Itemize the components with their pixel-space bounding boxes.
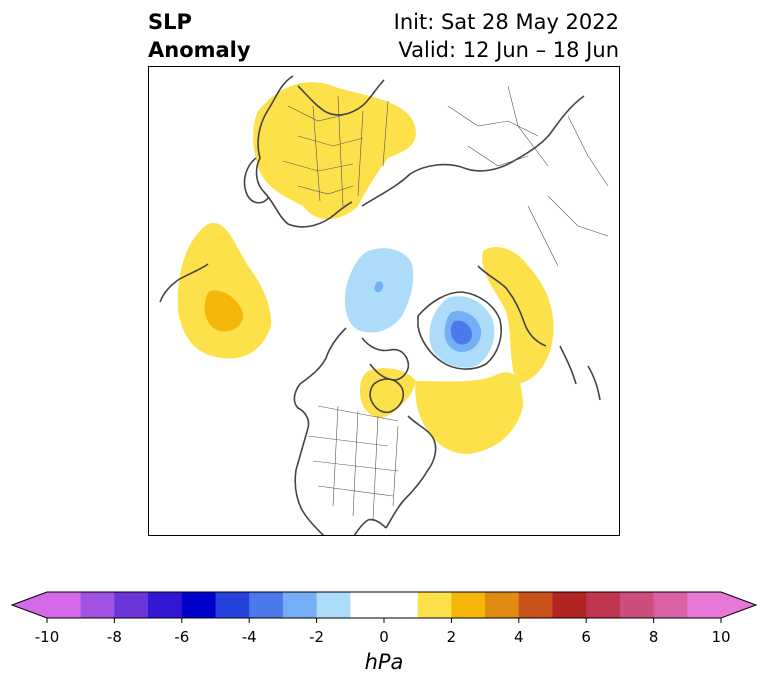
title-left: SLP Anomaly xyxy=(148,8,251,64)
greenland-negative-core xyxy=(450,320,472,345)
bering-coastline xyxy=(477,265,547,347)
colorbar-tick-label: 8 xyxy=(649,628,659,646)
colorbar-tick-label: 2 xyxy=(447,628,457,646)
north-america-borders xyxy=(307,405,399,522)
title-variable-line2: Anomaly xyxy=(148,38,251,62)
canadian-archipelago-coastline xyxy=(361,337,410,381)
colorbar-over-arrow xyxy=(721,592,756,618)
east-asia-positive-anomaly xyxy=(482,246,554,384)
hudson-bay-coastline xyxy=(369,378,405,414)
colorbar-tick-label: 0 xyxy=(379,628,389,646)
colorbar-under-arrow xyxy=(12,592,47,618)
colorbar-bin xyxy=(148,592,183,618)
colorbar-bin xyxy=(215,592,250,618)
east-coast-islands xyxy=(559,345,601,401)
map-frame xyxy=(148,66,620,536)
scandinavia-coastline xyxy=(297,79,385,116)
colorbar-bin xyxy=(653,592,688,618)
title-right: Init: Sat 28 May 2022 Valid: 12 Jun – 18… xyxy=(394,8,619,64)
colorbar-bin xyxy=(249,592,284,618)
colorbar-tick-label: -4 xyxy=(242,628,257,646)
colorbar-bin xyxy=(586,592,621,618)
colorbar-tick-label: -2 xyxy=(309,628,324,646)
colorbar-unit-label: hPa xyxy=(365,650,404,674)
north-atlantic-positive-anomaly xyxy=(415,372,523,454)
colorbar-bin xyxy=(316,592,351,618)
colorbar-bin xyxy=(47,592,82,618)
colorbar-bin xyxy=(687,592,722,618)
colorbar-ticks: -10 -8 -6 -4 -2 0 2 4 6 8 10 xyxy=(35,618,731,646)
asia-arctic-coastline xyxy=(361,95,585,207)
colorbar-tick-label: -10 xyxy=(35,628,60,646)
west-pacific-coastline xyxy=(159,263,209,303)
europe-positive-anomaly xyxy=(253,82,416,220)
north-america-west-coastline xyxy=(294,427,325,536)
europe-borders xyxy=(282,95,389,207)
asia-borders xyxy=(447,85,609,267)
colorbar-bin xyxy=(552,592,587,618)
political-borders xyxy=(282,85,609,522)
colorbar-bin xyxy=(619,592,655,618)
colorbar-tick-label: 6 xyxy=(581,628,591,646)
colorbar-tick-label: -6 xyxy=(174,628,189,646)
colorbar-bin xyxy=(518,592,553,618)
europe-coastline xyxy=(255,75,353,228)
colorbar-tick-label: -8 xyxy=(107,628,122,646)
north-pacific-positive-core xyxy=(204,290,244,332)
arctic-negative-small xyxy=(374,281,384,293)
north-america-east-coastline xyxy=(385,415,437,529)
alaska-coastline xyxy=(293,327,347,429)
colorbar-bin xyxy=(181,592,216,618)
north-pacific-positive-anomaly xyxy=(177,223,272,359)
valid-range-label: Valid: 12 Jun – 18 Jun xyxy=(398,38,619,62)
iberia-coastline xyxy=(243,157,269,204)
colorbar-bin xyxy=(485,592,520,618)
title-variable: SLP xyxy=(148,10,192,34)
init-date-label: Init: Sat 28 May 2022 xyxy=(393,10,619,34)
colorbar-tick-label: 10 xyxy=(711,628,730,646)
colorbar-bin xyxy=(80,592,115,618)
colorbar-bin xyxy=(417,592,452,618)
colorbar-tick-label: 4 xyxy=(514,628,524,646)
colorbar-bin xyxy=(451,592,486,618)
colorbar-bin xyxy=(114,592,149,618)
anomaly-fills xyxy=(177,82,554,454)
florida-coastline xyxy=(353,518,387,536)
coastlines xyxy=(159,75,601,536)
colorbar-bins xyxy=(47,592,722,618)
greenland-coastline xyxy=(417,291,502,370)
slp-anomaly-map xyxy=(148,66,620,536)
colorbar: -10 -8 -6 -4 -2 0 2 4 6 8 10 hPa xyxy=(10,591,758,674)
colorbar-bin xyxy=(350,592,419,618)
colorbar-bin xyxy=(282,592,318,618)
